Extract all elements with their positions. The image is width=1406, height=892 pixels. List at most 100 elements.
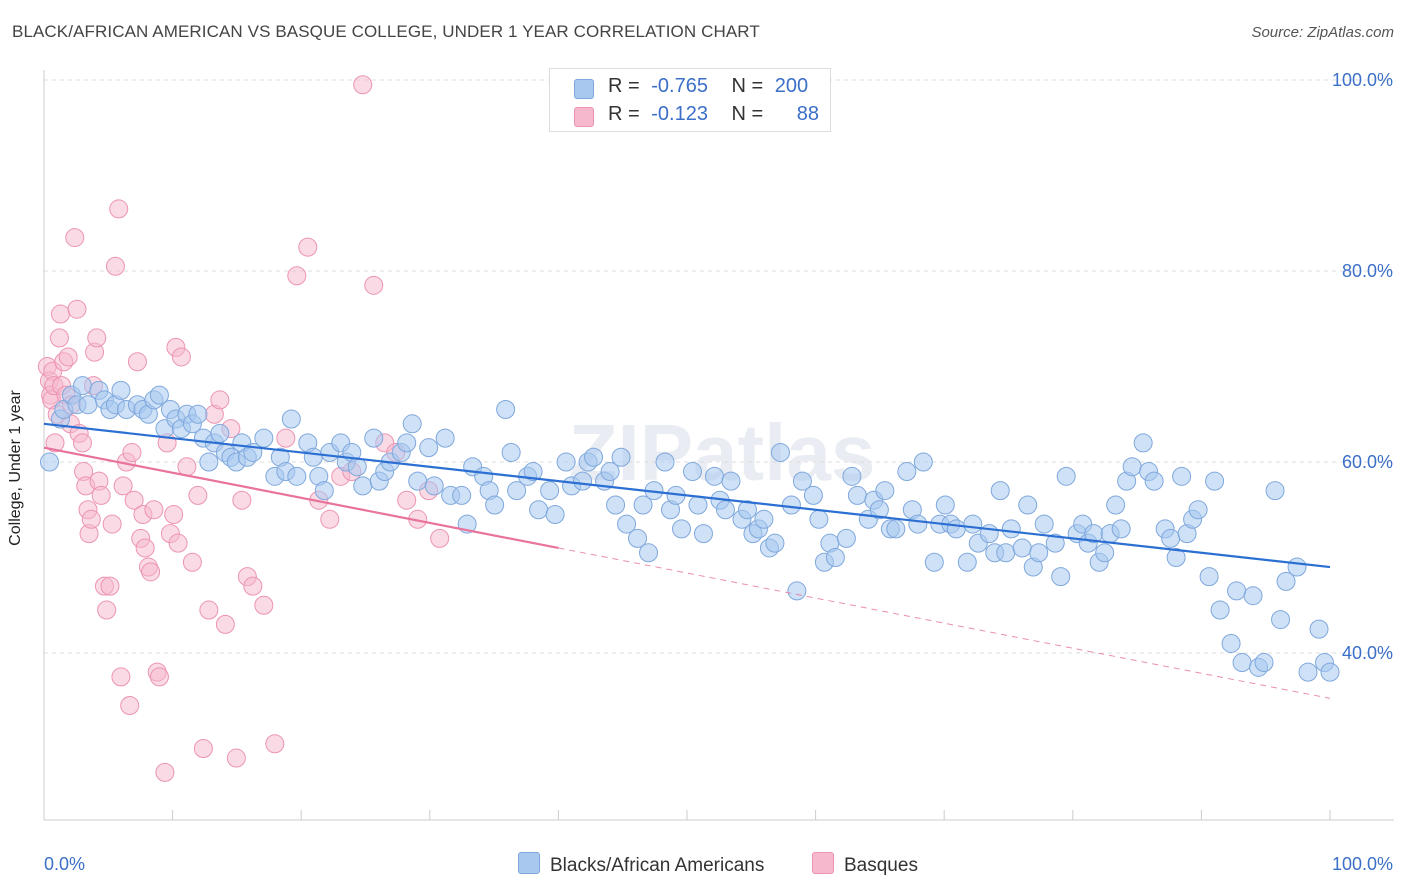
point-blacks (303, 447, 323, 467)
point-basques (182, 552, 202, 572)
x-tick-label: 0.0% (44, 854, 85, 874)
point-blacks (781, 495, 801, 515)
point-blacks (496, 399, 516, 419)
point-blacks (188, 404, 208, 424)
point-blacks (523, 462, 543, 482)
point-blacks (210, 423, 230, 443)
point-blacks (787, 581, 807, 601)
point-blacks (1122, 457, 1142, 477)
point-basques (265, 734, 285, 754)
point-blacks (606, 495, 626, 515)
point-blacks (1309, 619, 1329, 639)
swatch-pink (812, 852, 834, 874)
point-basques (298, 237, 318, 257)
tick-labels: 40.0% 60.0% 80.0% 100.0% 0.0% 100.0% (44, 70, 1393, 874)
point-blacks (39, 452, 59, 472)
x-tick-label: 100.0% (1332, 854, 1393, 874)
point-blacks (485, 495, 505, 515)
point-blacks (963, 514, 983, 534)
bottom-legend-blacks: Blacks/African Americans (518, 852, 764, 877)
bottom-legend-basques: Basques (812, 852, 918, 877)
point-basques (100, 576, 120, 596)
point-blacks (584, 447, 604, 467)
point-basques (430, 528, 450, 548)
legend-row-blacks: R = -0.765 N = 200 (550, 73, 830, 101)
point-blacks (628, 528, 648, 548)
point-blacks (754, 509, 774, 529)
point-basques (193, 739, 213, 758)
point-blacks (1210, 600, 1230, 620)
axes (43, 70, 1394, 821)
point-basques (188, 485, 208, 505)
point-blacks (1276, 571, 1296, 591)
y-tick-label: 40.0% (1342, 643, 1393, 663)
legend-swatch-pink (574, 107, 594, 127)
point-blacks (545, 505, 565, 525)
point-blacks (281, 409, 301, 429)
point-blacks (600, 462, 620, 482)
legend-row-basques: R = -0.123 N = 88 (550, 101, 830, 129)
point-basques (65, 228, 85, 248)
point-basques (276, 428, 296, 448)
point-blacks (1018, 495, 1038, 515)
point-blacks (946, 519, 966, 539)
point-blacks (897, 462, 917, 482)
point-blacks (402, 414, 422, 434)
point-blacks (1144, 471, 1164, 491)
point-basques (210, 390, 230, 410)
point-basques (155, 762, 175, 782)
point-blacks (655, 452, 675, 472)
point-blacks (1254, 653, 1274, 673)
point-basques (141, 562, 161, 582)
point-blacks (529, 500, 549, 520)
point-blacks (501, 442, 521, 462)
point-blacks (314, 481, 334, 501)
point-blacks (935, 495, 955, 515)
point-blacks (1172, 466, 1192, 486)
point-blacks (397, 433, 417, 453)
point-basques (113, 476, 133, 496)
y-tick-label: 80.0% (1342, 261, 1393, 281)
point-basques (109, 199, 129, 219)
point-basques (215, 614, 235, 634)
point-blacks (1188, 500, 1208, 520)
trend-line-blacks (43, 422, 1331, 569)
point-blacks (353, 476, 373, 496)
point-blacks (1298, 662, 1318, 682)
point-blacks (847, 485, 867, 505)
point-blacks (842, 466, 862, 486)
legend-text: R = -0.765 N = 200 (608, 75, 809, 97)
grid-lines (44, 79, 1394, 654)
point-blacks (672, 519, 692, 539)
point-blacks (957, 552, 977, 572)
point-basques (91, 485, 111, 505)
point-blacks (254, 428, 274, 448)
legend-text: R = -0.123 N = 88 (608, 103, 820, 125)
point-basques (135, 538, 155, 558)
point-basques (397, 490, 417, 510)
point-basques (58, 347, 78, 367)
point-basques (122, 442, 142, 462)
chart-title: BLACK/AFRICAN AMERICAN VS BASQUE COLLEGE… (12, 22, 760, 41)
point-blacks (1243, 586, 1263, 606)
point-blacks (770, 442, 790, 462)
point-blacks (1012, 538, 1032, 558)
point-blacks (287, 466, 307, 486)
point-blacks (1029, 543, 1049, 563)
point-basques (287, 266, 307, 286)
point-blacks (424, 476, 444, 496)
point-blacks (1271, 610, 1291, 630)
point-blacks (913, 452, 933, 472)
point-blacks (507, 481, 527, 501)
point-basques (171, 347, 191, 367)
point-blacks (1051, 567, 1071, 587)
point-basques (164, 505, 184, 525)
point-blacks (111, 380, 131, 400)
point-blacks (1034, 514, 1054, 534)
point-blacks (1056, 466, 1076, 486)
point-blacks (1232, 653, 1252, 673)
point-basques (72, 433, 92, 453)
point-basques (232, 490, 252, 510)
point-blacks (1199, 567, 1219, 587)
point-basques (81, 509, 101, 529)
